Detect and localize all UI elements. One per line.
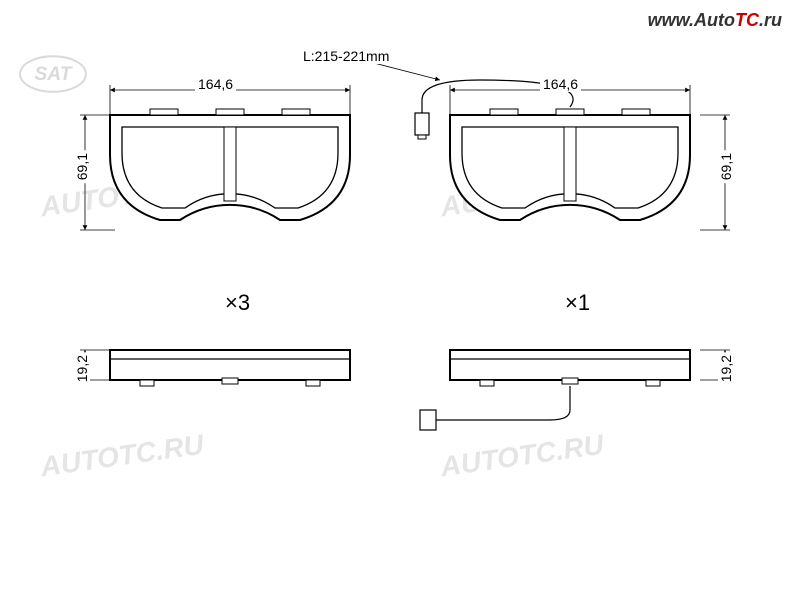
brake-pad-left-side — [110, 350, 350, 386]
brake-pad-left-face — [110, 109, 350, 220]
url-tc: TC — [735, 10, 759, 30]
url-ru: .ru — [759, 10, 782, 30]
source-url: www.AutoTC.ru — [648, 10, 782, 31]
label-wire-length: L:215-221mm — [300, 48, 392, 64]
label-thick-right: 19,2 — [718, 352, 734, 385]
label-thick-left: 19,2 — [74, 352, 90, 385]
quantity-right: ×1 — [565, 290, 590, 316]
dim-wire-length — [370, 62, 440, 80]
brake-pad-right-side — [420, 350, 690, 430]
brake-pad-right-face — [415, 80, 690, 220]
label-height-right: 69,1 — [718, 150, 734, 183]
quantity-left: ×3 — [225, 290, 250, 316]
technical-drawing — [60, 50, 740, 490]
url-auto: Auto — [694, 10, 735, 30]
label-width-left: 164,6 — [195, 76, 236, 92]
url-www: www. — [648, 10, 694, 30]
label-width-right: 164,6 — [540, 76, 581, 92]
label-height-left: 69,1 — [74, 150, 90, 183]
